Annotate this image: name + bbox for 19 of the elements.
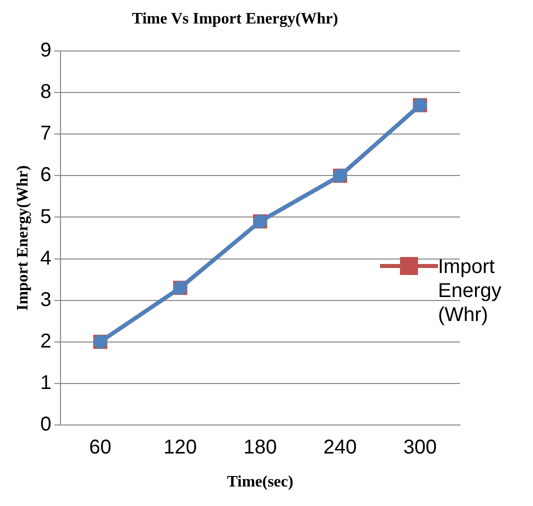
- x-tick-label: 180: [243, 436, 277, 458]
- y-tick-label: 3: [40, 288, 52, 311]
- x-tick-label: 300: [403, 436, 437, 458]
- y-tick-label: 0: [40, 413, 52, 436]
- y-tick-label: 1: [40, 372, 52, 394]
- x-tick-label: 120: [164, 436, 197, 458]
- y-tick-label: 5: [40, 206, 52, 228]
- chart-title: Time Vs Import Energy(Whr): [132, 10, 338, 28]
- legend-label: Import Energy (Whr): [438, 255, 502, 327]
- y-axis-title: Import Energy(Whr): [14, 165, 32, 311]
- y-tick-label: 2: [40, 330, 52, 352]
- x-axis-title: Time(sec): [226, 474, 294, 491]
- y-tick-label: 4: [40, 247, 52, 270]
- y-tick-label: 7: [40, 122, 52, 145]
- y-tick-label: 8: [40, 81, 52, 104]
- y-tick-label: 9: [40, 40, 52, 62]
- x-tick-label: 60: [89, 436, 112, 458]
- y-tick-label: 6: [40, 164, 52, 186]
- x-tick-label: 240: [323, 436, 357, 458]
